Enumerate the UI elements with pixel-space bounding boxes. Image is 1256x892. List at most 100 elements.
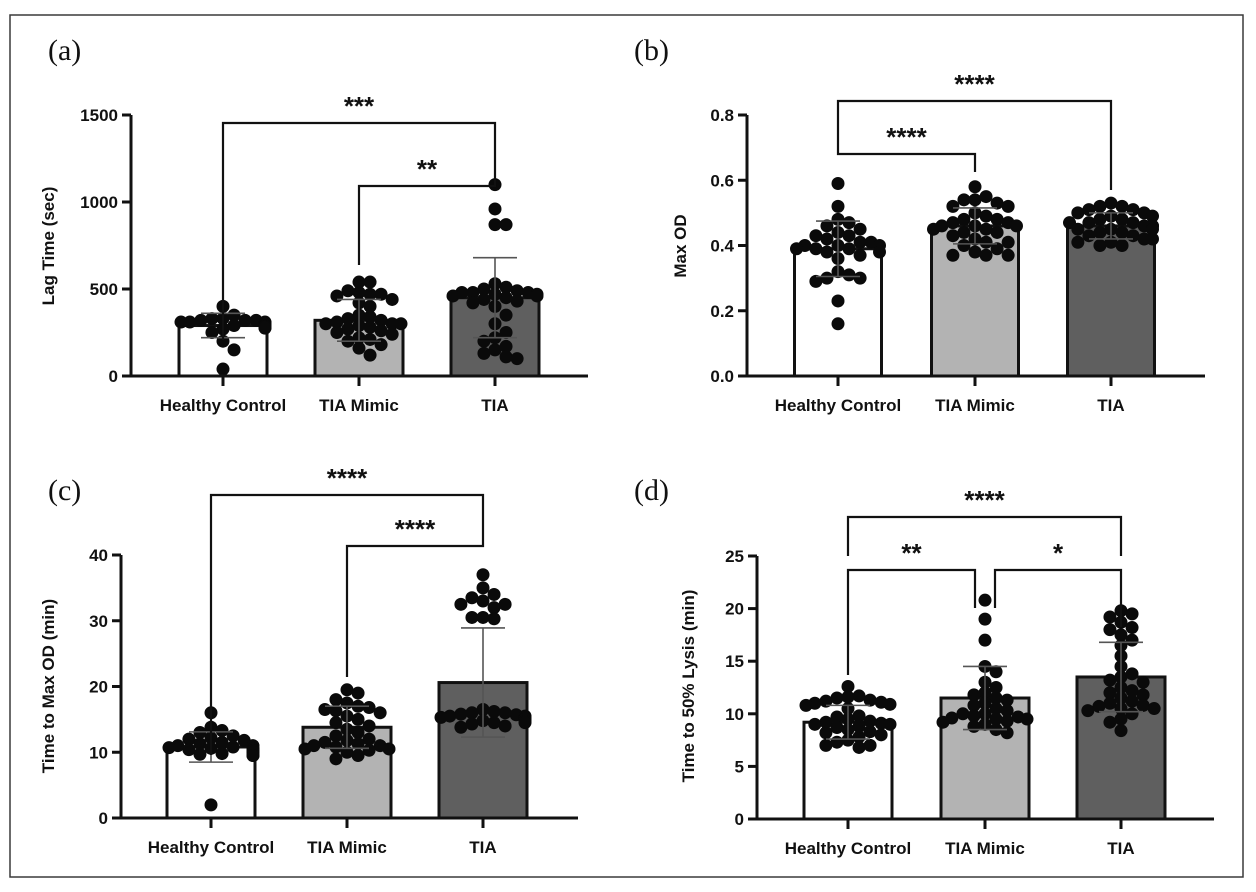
data-point [227, 319, 241, 333]
data-point [883, 697, 897, 711]
data-point [863, 725, 877, 739]
data-point [841, 690, 855, 704]
data-point [362, 719, 376, 733]
panel-d: (d) Time to 50% Lysis (min) 0 5 10 15 20 25 Heal… [634, 474, 1214, 858]
data-point [830, 710, 844, 724]
data-point [1115, 199, 1129, 213]
data-point [1082, 203, 1096, 217]
data-point [465, 717, 479, 731]
data-point [830, 720, 844, 734]
data-point [530, 289, 544, 303]
y-axis-title: Time to Max OD (min) [39, 599, 58, 773]
significance-label: **** [964, 485, 1005, 515]
data-point [476, 581, 490, 595]
panel-label: (a) [48, 34, 81, 67]
data-point [193, 737, 207, 751]
data-point [831, 212, 845, 226]
significance-label: **** [954, 69, 995, 99]
data-point [842, 242, 856, 256]
data-point [883, 717, 897, 731]
data-point [318, 703, 332, 717]
data-point [330, 289, 344, 303]
data-point [182, 732, 196, 746]
data-point [340, 683, 354, 697]
data-point [820, 219, 834, 233]
x-tick-label: TIA Mimic [945, 839, 1025, 858]
data-point [330, 315, 344, 329]
panel-label: (b) [634, 34, 669, 67]
data-point [363, 299, 377, 313]
data-point [362, 732, 376, 746]
y-tick-label: 15 [725, 652, 744, 671]
data-point [454, 707, 468, 721]
data-point [216, 362, 230, 376]
data-point [499, 291, 513, 305]
data-point [351, 726, 365, 740]
data-point [989, 691, 1003, 705]
data-point [227, 308, 241, 322]
data-point [1103, 686, 1117, 700]
data-point [194, 313, 208, 327]
panel-label: (c) [48, 474, 81, 507]
data-point [205, 326, 219, 339]
y-tick-label: 1500 [80, 106, 118, 125]
significance-bracket [836, 99, 1113, 190]
data-point [329, 693, 343, 707]
y-tick-label: 25 [725, 547, 744, 566]
data-point [363, 310, 377, 324]
data-point [979, 248, 993, 262]
data-point [989, 665, 1003, 679]
data-point [990, 196, 1004, 210]
y-tick-label: 0.4 [710, 237, 734, 256]
x-tick-label: TIA [481, 396, 508, 415]
data-point [352, 275, 366, 289]
data-point [1125, 621, 1139, 635]
data-point [831, 294, 845, 308]
data-point [853, 248, 867, 262]
data-point [946, 216, 960, 230]
y-tick-label: 20 [725, 600, 744, 619]
significance-bracket [836, 140, 977, 172]
data-point [329, 704, 343, 718]
data-point [1146, 232, 1159, 246]
data-point [341, 312, 355, 326]
data-point [863, 714, 877, 728]
data-point [1071, 206, 1085, 220]
data-point [487, 716, 501, 730]
data-point [979, 209, 993, 223]
significance-label: * [1053, 538, 1064, 568]
significance-bracket [221, 121, 497, 340]
data-point [499, 280, 513, 294]
panel-a: (a) Lag Time (sec) 0 500 1000 1500 Healthy Con… [39, 34, 588, 415]
data-point [330, 326, 344, 339]
data-point [363, 332, 377, 346]
data-point [957, 212, 971, 226]
data-point [477, 334, 491, 348]
data-point [363, 287, 377, 301]
data-point [978, 593, 992, 607]
x-tick-label: Healthy Control [160, 396, 287, 415]
data-point [853, 222, 867, 236]
data-point [1125, 694, 1139, 708]
data-point [1114, 628, 1128, 642]
data-point [1115, 239, 1129, 252]
data-point [488, 218, 502, 232]
data-point [1000, 693, 1014, 707]
data-point [499, 339, 513, 353]
x-tick-label: Healthy Control [775, 396, 902, 415]
data-point [863, 738, 877, 752]
data-point [477, 282, 491, 296]
data-point [1126, 203, 1140, 217]
data-point [1146, 222, 1159, 236]
data-point [174, 315, 188, 329]
data-point [820, 245, 834, 259]
data-point [989, 712, 1003, 726]
data-point [487, 601, 501, 615]
data-point [1103, 715, 1117, 729]
data-point [454, 597, 468, 611]
data-point [852, 709, 866, 723]
data-point [341, 284, 355, 298]
data-point [1093, 212, 1107, 226]
data-point [329, 740, 343, 754]
